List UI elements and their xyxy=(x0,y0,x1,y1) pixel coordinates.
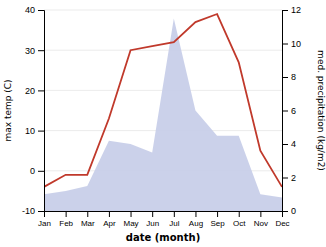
grid xyxy=(44,10,282,211)
axis-line xyxy=(283,11,289,212)
area xyxy=(44,18,282,211)
tick-label: May xyxy=(123,219,138,228)
tick-mark xyxy=(282,77,288,78)
tick-label: 12 xyxy=(291,5,301,15)
tick-mark xyxy=(38,211,44,212)
tick-label: Mar xyxy=(81,219,95,228)
tick: 40 xyxy=(25,5,44,15)
tick-mark xyxy=(260,211,261,217)
y-axis: -10 0 10 20 30 40 xyxy=(22,5,45,216)
x-axis-title: date (month) xyxy=(126,232,200,243)
tick-mark xyxy=(195,211,196,217)
tick-mark xyxy=(152,211,153,217)
tick: 0 xyxy=(282,206,296,216)
tick-label: Jun xyxy=(146,219,159,228)
tick-label: Oct xyxy=(233,219,246,228)
tick-mark xyxy=(282,111,288,112)
tick-mark xyxy=(282,144,288,145)
grid-line xyxy=(44,50,282,51)
tick: 10 xyxy=(282,39,301,49)
tick-mark xyxy=(38,50,44,51)
tick-mark xyxy=(282,211,288,212)
tick-label: 2 xyxy=(291,173,296,183)
tick-mark xyxy=(239,211,240,217)
tick: Jun xyxy=(146,211,159,228)
tick: Jul xyxy=(169,211,179,228)
tick-mark xyxy=(282,44,288,45)
tick-mark xyxy=(66,211,67,217)
tick-label: 10 xyxy=(25,126,35,136)
tick-label: Nov xyxy=(254,219,268,228)
tick: 8 xyxy=(282,72,296,82)
y2-axis-title: med. precipitation (kg/m2) xyxy=(316,50,326,171)
tick-mark xyxy=(282,178,288,179)
tick: Apr xyxy=(103,211,116,228)
tick-label: Jan xyxy=(38,219,51,228)
tick-label: 0 xyxy=(30,166,35,176)
tick: Sep xyxy=(210,211,225,228)
plot: Jan Feb Mar Apr May Jun Jul Aug Sep Oct Nov Dec -10 0… xyxy=(22,5,301,227)
tick-label: 0 xyxy=(291,206,296,216)
tick: Jan xyxy=(38,211,51,228)
tick-mark xyxy=(131,211,132,217)
marks xyxy=(44,14,282,211)
tick: Oct xyxy=(233,211,246,228)
tick-label: Sep xyxy=(210,219,225,228)
tick-mark xyxy=(174,211,175,217)
tick-mark xyxy=(38,10,44,11)
tick-label: 40 xyxy=(25,5,35,15)
tick: 2 xyxy=(282,173,296,183)
tick-label: Feb xyxy=(59,219,73,228)
tick-label: Apr xyxy=(103,219,116,228)
tick-label: 30 xyxy=(25,46,35,56)
tick: 12 xyxy=(282,5,301,15)
axis-line xyxy=(38,11,45,212)
tick: May xyxy=(123,211,138,228)
tick-mark xyxy=(282,10,288,11)
tick-label: 20 xyxy=(25,86,35,96)
tick-mark xyxy=(109,211,110,217)
tick-mark xyxy=(87,211,88,217)
tick-label: 4 xyxy=(291,139,296,149)
line xyxy=(44,14,282,187)
tick: Aug xyxy=(189,211,203,228)
y2-axis: 0 2 4 6 8 10 12 xyxy=(282,5,301,216)
tick-label: Dec xyxy=(275,219,289,228)
tick: Nov xyxy=(254,211,268,228)
tick-label: 10 xyxy=(291,39,301,49)
tick-mark xyxy=(38,171,44,172)
tick: -10 xyxy=(22,206,44,216)
tick: 4 xyxy=(282,139,296,149)
tick-label: -10 xyxy=(22,206,35,216)
x-axis: Jan Feb Mar Apr May Jun Jul Aug Sep Oct Nov Dec xyxy=(38,211,290,228)
tick-mark xyxy=(38,90,44,91)
tick-label: Aug xyxy=(189,219,203,228)
grid-line xyxy=(44,10,282,11)
tick: 10 xyxy=(25,126,44,136)
tick-label: 6 xyxy=(291,106,296,116)
tick: Feb xyxy=(59,211,73,228)
tick: Dec xyxy=(275,211,289,228)
tick-mark xyxy=(217,211,218,217)
tick: 30 xyxy=(25,46,44,56)
tick: Mar xyxy=(81,211,95,228)
axis-line xyxy=(45,212,283,218)
y-axis-title: max temp (C) xyxy=(3,79,13,141)
tick: 6 xyxy=(282,106,296,116)
chart: Jan Feb Mar Apr May Jun Jul Aug Sep Oct Nov Dec -10 0… xyxy=(0,0,326,247)
tick-label: 8 xyxy=(291,72,296,82)
tick-label: Jul xyxy=(169,219,179,228)
tick-mark xyxy=(38,131,44,132)
tick: 20 xyxy=(25,86,44,96)
tick: 0 xyxy=(30,166,44,176)
